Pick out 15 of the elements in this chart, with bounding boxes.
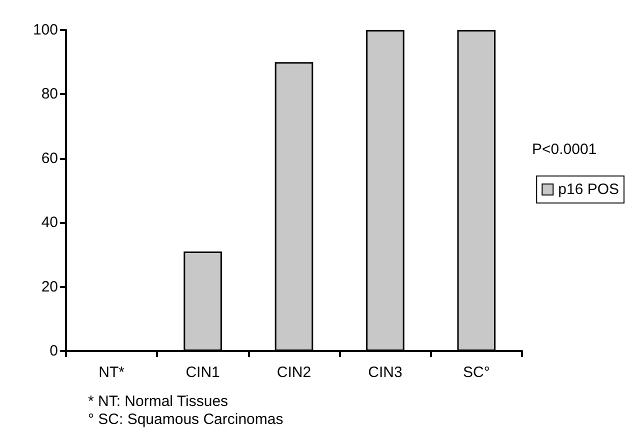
y-tick-label: 20: [41, 278, 58, 296]
y-tick-label: 40: [41, 214, 58, 232]
legend-label: p16 POS: [558, 181, 620, 198]
y-tick-label: 80: [41, 86, 58, 103]
text: * NT: Normal Tissues: [88, 393, 228, 410]
x-tick-label: SC°: [462, 364, 490, 381]
y-tick-label: 60: [41, 150, 58, 167]
text: ° SC: Squamous Carcinomas: [88, 411, 284, 428]
x-tick-label: CIN1: [186, 364, 220, 381]
text: P<0.0001: [532, 141, 597, 158]
x-tick-label: CIN2: [276, 364, 312, 381]
x-tick-label: NT*: [98, 364, 125, 381]
y-tick-label: 0: [50, 342, 58, 360]
x-tick-label: CIN3: [368, 364, 402, 381]
y-tick-label: 100: [32, 22, 58, 38]
